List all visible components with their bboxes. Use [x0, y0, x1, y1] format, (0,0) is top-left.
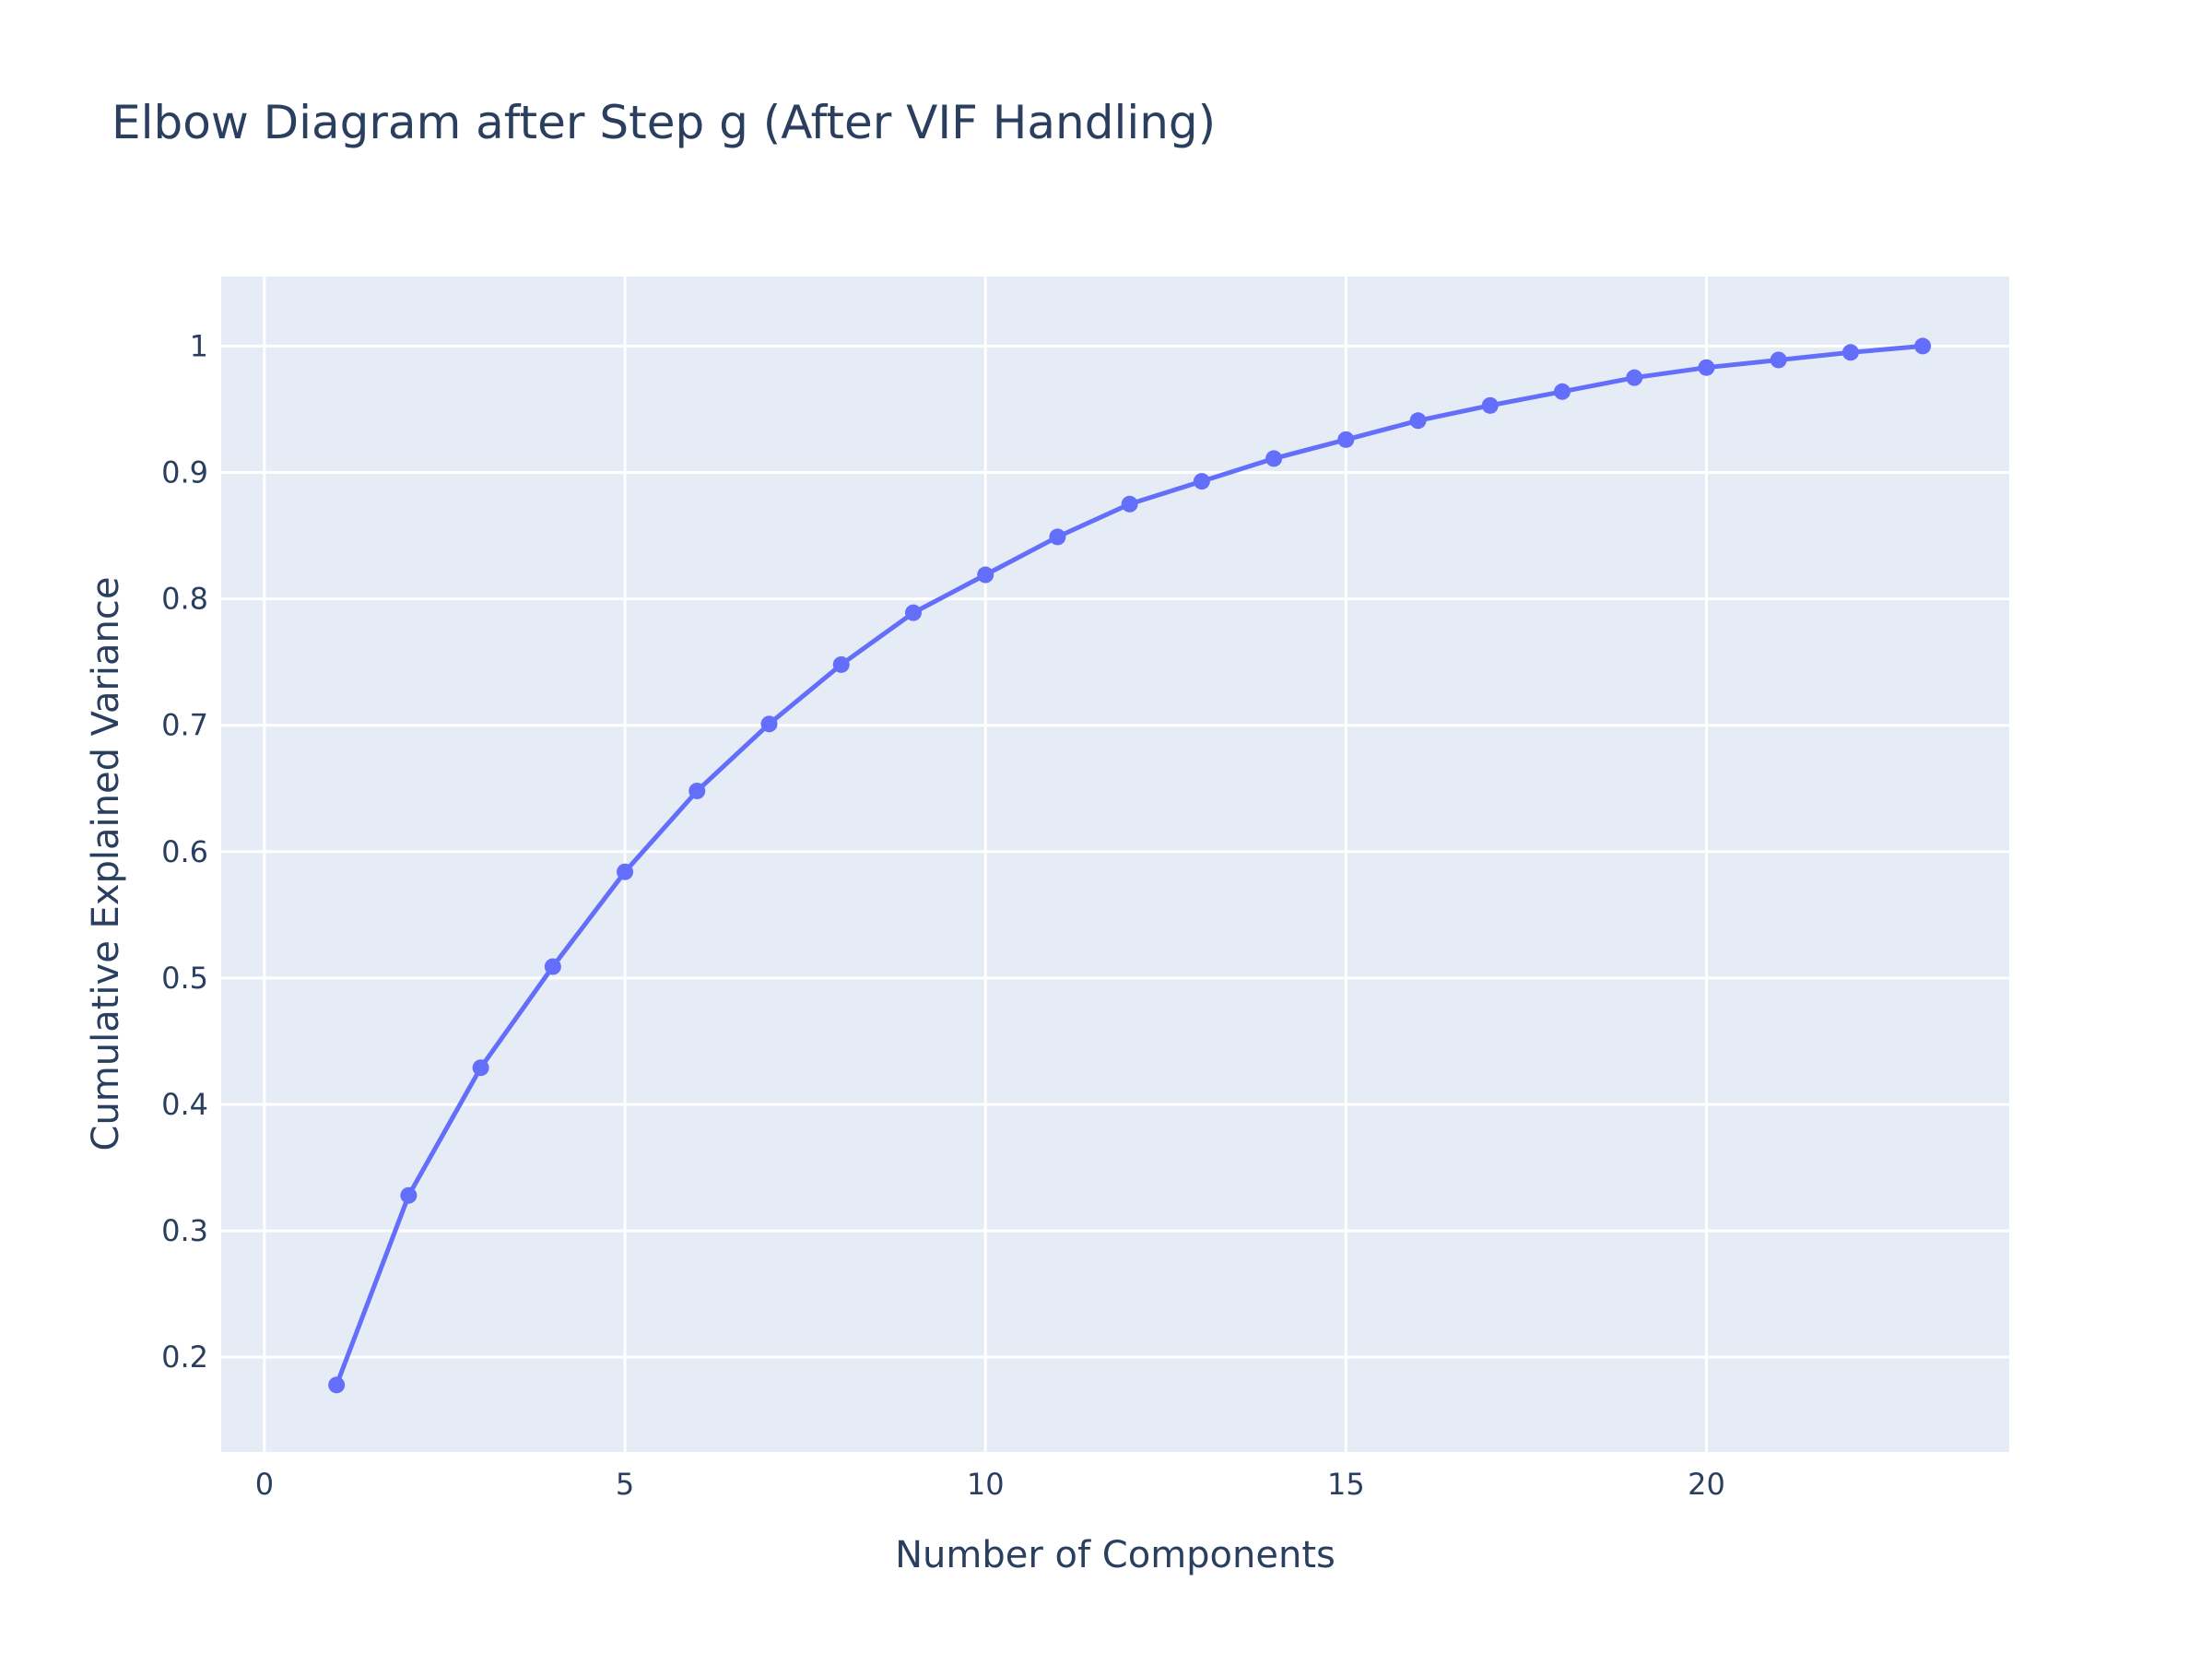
- data-point: [1698, 359, 1715, 376]
- y-axis-title: Cumulative Explained Variance: [85, 577, 127, 1151]
- data-point: [760, 715, 778, 733]
- data-point: [904, 604, 922, 621]
- y-tick-label: 0.2: [161, 1339, 208, 1375]
- y-tick-label: 0.3: [161, 1213, 208, 1248]
- series-layer: [328, 337, 1932, 1394]
- data-point: [328, 1376, 346, 1394]
- x-axis-title: Number of Components: [895, 1534, 1335, 1576]
- data-point: [1265, 450, 1283, 467]
- data-point: [1841, 344, 1859, 361]
- data-point: [1409, 412, 1427, 430]
- data-point: [1914, 337, 1932, 355]
- data-point: [1049, 528, 1066, 546]
- x-tick-label: 15: [1327, 1467, 1365, 1502]
- x-tick-label: 5: [616, 1467, 634, 1502]
- data-point: [688, 782, 706, 799]
- y-tick-label: 0.9: [161, 455, 208, 490]
- x-tick-label: 20: [1688, 1467, 1725, 1502]
- x-tick-label: 0: [255, 1467, 274, 1502]
- data-point: [1554, 383, 1571, 400]
- x-tick-label: 10: [967, 1467, 1005, 1502]
- y-tick-label: 0.6: [161, 834, 208, 869]
- x-tick-labels: 0 5 10 15 20: [255, 1467, 1725, 1502]
- data-point: [1337, 431, 1355, 448]
- plot-area: [221, 277, 2009, 1452]
- y-tick-label: 0.7: [161, 708, 208, 743]
- data-point: [1193, 473, 1210, 490]
- data-point: [617, 863, 634, 880]
- y-tick-label: 0.8: [161, 582, 208, 617]
- data-point: [1626, 369, 1643, 386]
- data-point: [977, 566, 994, 584]
- data-point: [544, 958, 561, 975]
- data-point: [832, 655, 850, 673]
- y-gridlines: [221, 344, 2009, 1359]
- y-tick-labels: 0.2 0.3 0.4 0.5 0.6 0.7 0.8 0.9 1: [161, 328, 208, 1375]
- y-tick-label: 0.5: [161, 961, 208, 996]
- chart-title: Elbow Diagram after Step g (After VIF Ha…: [112, 96, 1216, 149]
- data-point: [1481, 396, 1499, 414]
- data-point: [1121, 495, 1138, 513]
- data-point: [472, 1059, 489, 1077]
- y-tick-label: 1: [190, 328, 208, 363]
- data-point: [1770, 351, 1787, 369]
- y-tick-label: 0.4: [161, 1087, 208, 1122]
- data-point: [400, 1186, 418, 1204]
